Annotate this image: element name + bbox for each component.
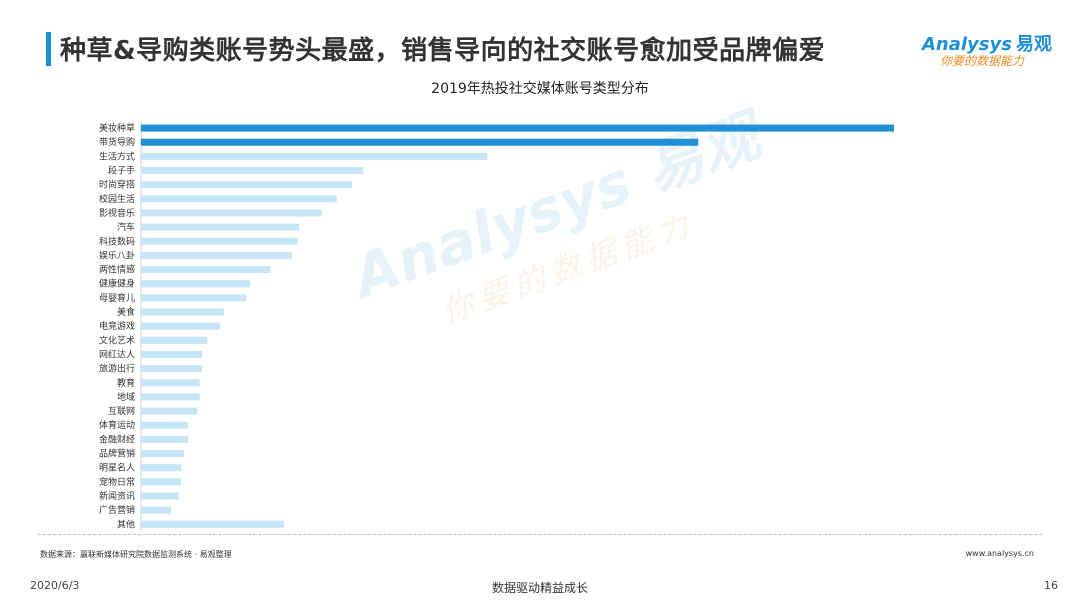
category-label: 品牌营销 bbox=[99, 448, 135, 460]
category-label: 旅游出行 bbox=[99, 363, 135, 375]
category-label: 影视音乐 bbox=[99, 207, 135, 219]
category-label: 互联网 bbox=[108, 406, 135, 417]
category-label: 电竞游戏 bbox=[99, 320, 135, 332]
category-label: 教育 bbox=[117, 377, 135, 389]
category-label: 地域 bbox=[117, 391, 135, 403]
bar-11 bbox=[141, 266, 271, 274]
bar-1 bbox=[141, 124, 894, 132]
category-label: 体育运动 bbox=[99, 419, 135, 431]
category-label: 健康健身 bbox=[99, 278, 135, 290]
logo-tagline-first: 你 bbox=[940, 54, 953, 68]
category-label: 娱乐八卦 bbox=[99, 249, 135, 261]
category-label: 金融财经 bbox=[99, 433, 135, 445]
bar-29 bbox=[141, 520, 285, 528]
category-label: 段子手 bbox=[108, 165, 135, 177]
bar-28 bbox=[141, 506, 172, 514]
logo-brand: Analysys 易观 bbox=[922, 30, 1052, 56]
category-label: 文化艺术 bbox=[99, 334, 135, 346]
bar-21 bbox=[141, 407, 198, 415]
category-label: 时尚穿搭 bbox=[99, 179, 135, 191]
page-number: 16 bbox=[1044, 579, 1058, 592]
bar-13 bbox=[141, 294, 247, 302]
bar-19 bbox=[141, 379, 200, 387]
bar-7 bbox=[141, 209, 322, 217]
category-label: 新闻资讯 bbox=[99, 490, 135, 502]
category-label: 汽车 bbox=[117, 221, 135, 233]
logo-tagline-rest: 要的数据能力 bbox=[952, 54, 1025, 68]
category-label: 宠物日常 bbox=[99, 476, 135, 488]
category-label: 其他 bbox=[117, 518, 135, 530]
bar-20 bbox=[141, 393, 200, 401]
category-label: 生活方式 bbox=[99, 150, 135, 162]
bar-16 bbox=[141, 336, 208, 344]
website-link[interactable]: www.analysys.cn bbox=[965, 549, 1034, 558]
category-label: 科技数码 bbox=[99, 235, 135, 247]
category-label: 校园生活 bbox=[99, 193, 135, 205]
category-label: 母婴育儿 bbox=[99, 292, 135, 304]
title-accent-bar bbox=[46, 32, 51, 66]
bar-17 bbox=[141, 350, 202, 358]
category-label: 两性情感 bbox=[99, 264, 135, 276]
bar-18 bbox=[141, 365, 202, 373]
bar-8 bbox=[141, 223, 300, 231]
analysys-logo: Analysys 易观 你要的数据能力 bbox=[922, 30, 1052, 70]
data-source-note: 数据来源：赢联新媒体研究院数据监测系统 · 易观整理 bbox=[40, 550, 232, 559]
logo-tagline: 你要的数据能力 bbox=[940, 52, 1024, 69]
chart-title: 2019年热投社交媒体账号类型分布 bbox=[431, 81, 649, 97]
footer-slogan: 数据驱动精益成长 bbox=[491, 581, 588, 595]
category-label: 明星名人 bbox=[99, 462, 135, 474]
bar-24 bbox=[141, 450, 184, 458]
logo-brand-cn: 易观 bbox=[1015, 34, 1052, 55]
bar-10 bbox=[141, 251, 292, 259]
footer-divider bbox=[38, 534, 1042, 535]
bar-15 bbox=[141, 322, 221, 330]
footer-date: 2020/6/3 bbox=[30, 579, 80, 592]
bar-3 bbox=[141, 152, 488, 160]
bar-4 bbox=[141, 167, 364, 175]
bar-25 bbox=[141, 464, 182, 472]
bar-23 bbox=[141, 435, 189, 443]
bar-6 bbox=[141, 195, 337, 203]
bar-22 bbox=[141, 421, 189, 429]
bar-26 bbox=[141, 478, 181, 486]
category-label: 广告营销 bbox=[99, 504, 135, 516]
page-title: 种草&导购类账号势头最盛，销售导向的社交账号愈加受品牌偏爱 bbox=[60, 36, 826, 66]
bar-27 bbox=[141, 492, 179, 500]
bar-9 bbox=[141, 237, 298, 245]
bar-14 bbox=[141, 308, 224, 316]
category-label: 带货导购 bbox=[99, 136, 135, 148]
category-label: 美妆种草 bbox=[99, 122, 135, 134]
category-label: 美食 bbox=[117, 306, 135, 318]
logo-brand-en: Analysys bbox=[922, 34, 1012, 55]
bar-12 bbox=[141, 280, 251, 288]
category-label: 网红达人 bbox=[99, 348, 135, 360]
bar-2 bbox=[141, 138, 699, 146]
bar-5 bbox=[141, 181, 352, 189]
